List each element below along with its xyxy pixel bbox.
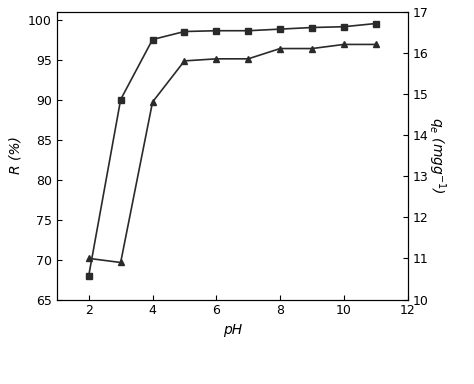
$R$ bbox=[309, 25, 315, 30]
$R$ bbox=[86, 273, 91, 278]
Line: $R$: $R$ bbox=[85, 20, 379, 279]
$q_e$ bbox=[118, 260, 124, 265]
$q_e$ bbox=[277, 46, 283, 51]
$R$ bbox=[246, 28, 251, 33]
$R$ bbox=[277, 27, 283, 31]
Line: $q_e$: $q_e$ bbox=[85, 41, 379, 266]
$R$ bbox=[213, 28, 219, 33]
Y-axis label: R (%): R (%) bbox=[9, 137, 23, 174]
$q_e$ bbox=[213, 56, 219, 61]
$q_e$ bbox=[150, 100, 155, 104]
$R$ bbox=[182, 29, 187, 34]
$q_e$ bbox=[373, 42, 379, 47]
Y-axis label: $q_e$ (mgg$^{-1}$): $q_e$ (mgg$^{-1}$) bbox=[426, 117, 448, 194]
$R$ bbox=[118, 97, 124, 102]
X-axis label: pH: pH bbox=[223, 323, 242, 337]
$q_e$ bbox=[246, 56, 251, 61]
$R$ bbox=[341, 25, 346, 29]
$R$ bbox=[373, 21, 379, 26]
$q_e$ bbox=[182, 59, 187, 63]
$q_e$ bbox=[309, 46, 315, 51]
$R$ bbox=[150, 37, 155, 42]
$q_e$ bbox=[341, 42, 346, 47]
$q_e$ bbox=[86, 256, 91, 261]
